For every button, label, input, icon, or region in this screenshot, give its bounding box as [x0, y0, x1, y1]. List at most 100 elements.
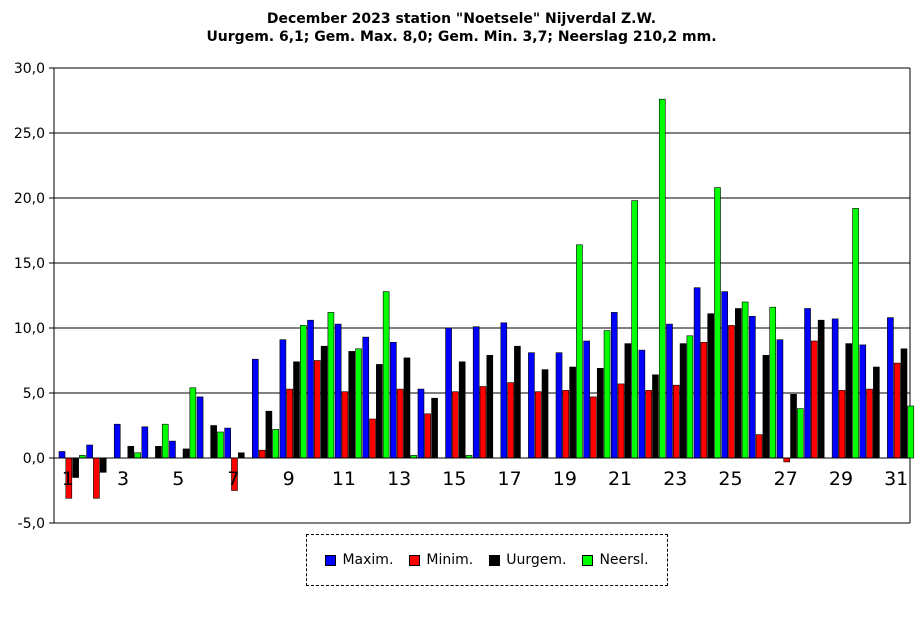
bar — [514, 345, 521, 459]
bar — [396, 388, 404, 459]
x-tick-label: 21 — [608, 468, 632, 490]
bar — [320, 345, 328, 459]
bar — [265, 410, 273, 459]
bar — [300, 325, 307, 459]
subtitle-line: Uurgem. 6,1; Gem. Max. 8,0; Gem. Min. 3,… — [206, 29, 717, 45]
legend-label: Maxim. — [342, 552, 394, 568]
bar — [887, 317, 894, 459]
bar — [99, 457, 107, 473]
bar — [224, 427, 231, 459]
x-tick-label: 25 — [718, 468, 742, 490]
legend-swatch — [325, 554, 337, 566]
x-tick-label: 3 — [117, 468, 129, 490]
bar — [348, 351, 356, 459]
bar — [189, 387, 197, 459]
bar — [811, 340, 818, 459]
x-tick-label: 27 — [774, 468, 798, 490]
bar — [113, 423, 121, 459]
bar — [804, 308, 811, 459]
bar — [534, 391, 542, 459]
bar — [445, 327, 452, 459]
bar — [417, 388, 425, 459]
bar — [196, 396, 204, 459]
bar — [907, 405, 915, 459]
chart-legend: Maxim. Minim. Uurgem. Neersl. — [306, 534, 668, 586]
bar — [217, 431, 224, 459]
y-tick-label: 10,0 — [14, 321, 45, 337]
bar — [638, 349, 646, 459]
bar — [376, 364, 383, 459]
bar — [590, 396, 597, 459]
bar — [783, 457, 791, 463]
bar — [127, 445, 135, 459]
bar — [237, 452, 245, 459]
bar — [838, 390, 846, 459]
bar — [596, 367, 604, 459]
legend-item: Maxim. — [325, 552, 393, 568]
bar — [390, 341, 397, 459]
bar — [658, 98, 666, 459]
bar — [334, 323, 342, 459]
bar — [749, 315, 756, 459]
bar — [755, 434, 763, 459]
bar — [583, 340, 590, 459]
bar — [472, 326, 480, 459]
x-tick-label: 17 — [498, 468, 522, 490]
x-tick-label: 9 — [283, 468, 295, 490]
legend-item: Minim. — [409, 552, 473, 568]
bar — [286, 388, 294, 459]
bar — [859, 344, 867, 459]
bar — [169, 440, 176, 459]
bar — [714, 187, 721, 459]
bar — [279, 339, 287, 459]
bar — [666, 323, 673, 459]
y-tick-label: 5,0 — [23, 386, 45, 402]
bar — [362, 336, 370, 459]
x-tick-label: 13 — [387, 468, 411, 490]
bar — [355, 348, 362, 459]
bar — [569, 366, 576, 459]
bar — [403, 357, 411, 459]
bar — [679, 343, 687, 459]
bar — [631, 200, 638, 459]
bar — [790, 393, 797, 459]
x-tick-label: 11 — [332, 468, 356, 490]
bar — [652, 374, 659, 459]
x-tick-label: 7 — [227, 468, 239, 490]
y-tick-label: 15,0 — [14, 256, 45, 272]
bar — [161, 423, 169, 459]
bar — [845, 343, 853, 459]
bar — [307, 319, 314, 459]
bar — [293, 361, 300, 459]
bar — [93, 457, 100, 499]
y-tick-label: 0,0 — [23, 451, 45, 467]
bar — [762, 354, 770, 459]
bar — [776, 339, 784, 459]
bar — [624, 343, 632, 459]
bar — [797, 408, 804, 459]
bar — [672, 384, 680, 459]
legend-swatch — [489, 554, 501, 566]
legend-swatch — [582, 554, 594, 566]
bar — [314, 360, 321, 459]
bar — [424, 413, 432, 459]
legend-label: Neersl. — [599, 552, 649, 568]
bar — [900, 348, 908, 459]
bar — [258, 449, 266, 459]
bar — [500, 322, 508, 459]
legend-item: Neersl. — [582, 552, 649, 568]
bar — [576, 244, 583, 459]
legend-swatch — [409, 554, 421, 566]
bar — [769, 306, 777, 459]
bar — [817, 319, 825, 459]
bar — [866, 388, 873, 459]
bar — [541, 369, 549, 459]
bar — [831, 318, 839, 459]
bar — [141, 426, 149, 459]
x-tick-label: 31 — [884, 468, 908, 490]
bar — [893, 362, 901, 459]
bar — [86, 444, 93, 459]
bar — [721, 291, 729, 459]
bar — [327, 312, 335, 459]
